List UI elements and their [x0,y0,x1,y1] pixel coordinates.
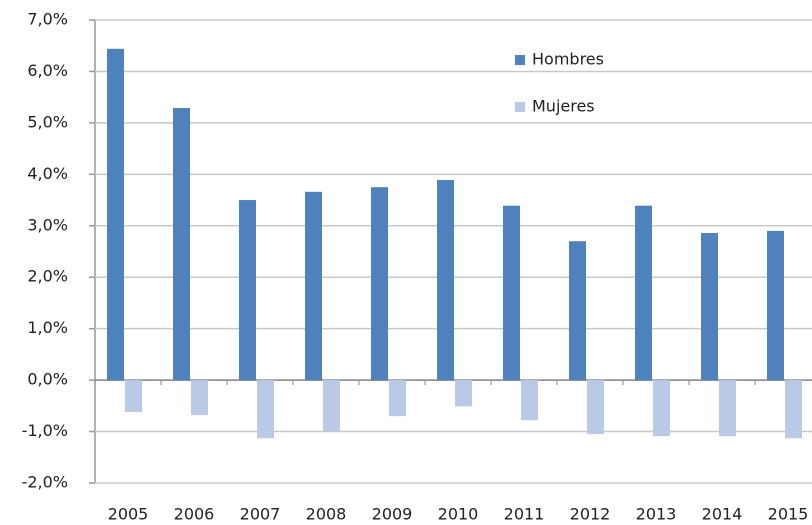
bar [191,380,208,416]
bar [719,380,736,437]
bar [503,205,520,381]
x-tick-label: 2005 [108,505,149,524]
bar [635,205,652,381]
y-tick-label: 0,0% [27,370,68,389]
bar [767,230,784,381]
bar [257,380,274,439]
bar [785,380,802,439]
bar [371,187,388,381]
y-tick-label: 3,0% [27,215,68,234]
y-tick-label: 1,0% [27,318,68,337]
x-tick-label: 2012 [570,505,611,524]
x-tick-label: 2010 [438,505,479,524]
x-tick-label: 2009 [372,505,413,524]
y-tick-label: -2,0% [22,473,68,492]
bar [587,380,604,435]
y-tick-label: -1,0% [22,421,68,440]
bar [569,241,586,381]
bar [653,380,670,437]
bar [389,380,406,417]
bar [701,232,718,381]
x-tick-label: 2006 [174,505,215,524]
bar [455,380,472,407]
legend-swatch [515,55,525,65]
bar [323,380,340,432]
y-tick-label: 5,0% [27,112,68,131]
bar [305,191,322,381]
bar [437,179,454,381]
y-tick-label: 2,0% [27,267,68,286]
bar [107,48,124,381]
x-tick-label: 2007 [240,505,281,524]
x-tick-label: 2011 [504,505,545,524]
x-tick-label: 2013 [636,505,677,524]
x-tick-label: 2015 [768,505,809,524]
bar [125,380,142,413]
bar [239,200,256,381]
legend-label: Mujeres [532,97,595,116]
y-tick-label: 7,0% [27,10,68,29]
bar [173,107,190,381]
x-tick-label: 2008 [306,505,347,524]
legend-swatch [515,102,525,112]
y-tick-label: 4,0% [27,164,68,183]
y-tick-label: 6,0% [27,61,68,80]
bar [521,380,538,421]
legend-label: Hombres [532,50,604,69]
x-tick-label: 2014 [702,505,743,524]
